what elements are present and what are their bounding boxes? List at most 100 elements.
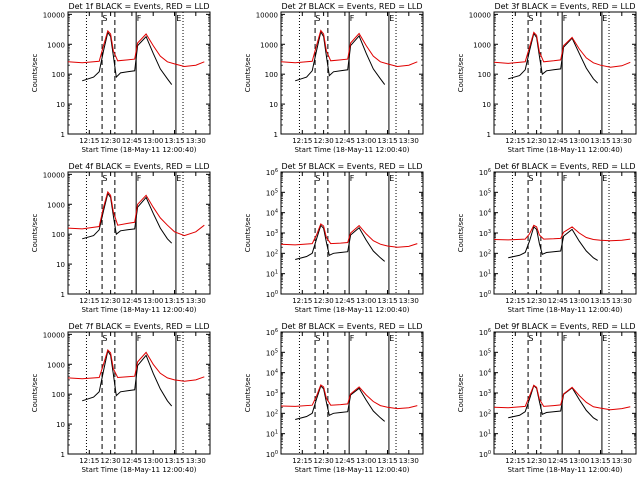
region-label: E <box>389 14 394 23</box>
chart-panel: Det 9f BLACK = Events, RED = LLD 100 101 10… <box>457 322 637 474</box>
plot-frame <box>493 171 637 295</box>
y-tick-label: 100 <box>479 290 491 299</box>
region-label: E <box>602 174 607 183</box>
region-label: E <box>176 14 181 23</box>
y-tick-label: 105 <box>266 348 278 357</box>
x-tick-label: 13:30 <box>399 137 419 145</box>
x-axis-label: Start Time (18-May-11 12:00:40) <box>507 146 622 154</box>
y-tick-label: 104 <box>266 369 278 378</box>
region-label: E <box>389 334 394 343</box>
region-label: S <box>528 334 533 343</box>
y-tick-label: 101 <box>479 430 491 439</box>
x-tick-label: 13:15 <box>590 457 610 465</box>
chart-title: Det 4f BLACK = Events, RED = LLD <box>68 162 209 171</box>
region-label: F <box>563 334 568 343</box>
y-tick-label: 105 <box>266 188 278 197</box>
x-tick-label: 13:30 <box>399 457 419 465</box>
x-tick-label: 13:00 <box>143 137 163 145</box>
lld-series-line <box>281 384 418 410</box>
x-tick-label: 13:30 <box>186 137 206 145</box>
region-label: S <box>102 14 107 23</box>
y-tick-label: 105 <box>479 188 491 197</box>
y-axis-label: Counts/sec <box>244 54 252 93</box>
y-tick-label: 106 <box>266 168 278 177</box>
x-tick-label: 12:45 <box>548 137 568 145</box>
y-tick-label: 102 <box>266 249 278 258</box>
events-series-line <box>82 349 173 407</box>
x-tick-label: 13:00 <box>569 137 589 145</box>
y-tick-label: 106 <box>266 328 278 337</box>
chart-panel: Det 3f BLACK = Events, RED = LLD 1 10 100 10… <box>457 2 637 154</box>
y-axis-label: Counts/sec <box>31 214 39 253</box>
events-series-line <box>508 384 598 421</box>
chart-title: Det 7f BLACK = Events, RED = LLD <box>68 322 209 331</box>
region-label: F <box>563 14 568 23</box>
chart-title: Det 1f BLACK = Events, RED = LLD <box>68 2 209 11</box>
region-label: S <box>528 14 533 23</box>
x-tick-label: 13:00 <box>569 457 589 465</box>
y-tick-label: 101 <box>479 270 491 279</box>
chart-title: Det 6f BLACK = Events, RED = LLD <box>494 162 635 171</box>
x-tick-label: 13:30 <box>612 137 632 145</box>
y-tick-label: 10 <box>482 101 491 109</box>
chart-panel: Det 7f BLACK = Events, RED = LLD 1 10 100 10… <box>31 322 211 474</box>
x-axis-label: Start Time (18-May-11 12:00:40) <box>507 306 622 314</box>
y-tick-label: 100 <box>266 450 278 459</box>
y-tick-label: 1 <box>487 131 491 139</box>
plot-frame <box>67 331 211 455</box>
plot-frame <box>280 11 424 135</box>
y-tick-label: 102 <box>266 409 278 418</box>
x-tick-label: 12:15 <box>79 457 99 465</box>
y-tick-label: 10000 <box>256 11 278 19</box>
x-tick-label: 13:00 <box>356 137 376 145</box>
y-tick-label: 100 <box>478 71 491 79</box>
chart-panel: Det 6f BLACK = Events, RED = LLD 100 101 10… <box>457 162 637 314</box>
series-group <box>68 29 205 85</box>
x-tick-label: 13:15 <box>164 297 184 305</box>
y-tick-label: 100 <box>479 450 491 459</box>
chart-panel: Det 1f BLACK = Events, RED = LLD 1 10 100 10… <box>31 2 211 154</box>
x-tick-label: 12:45 <box>548 297 568 305</box>
lld-series-line <box>494 384 631 411</box>
y-tick-label: 106 <box>479 328 491 337</box>
x-tick-label: 12:15 <box>79 297 99 305</box>
x-tick-label: 12:15 <box>292 457 312 465</box>
lld-series-line <box>68 190 205 237</box>
y-tick-label: 10 <box>56 261 65 269</box>
y-tick-label: 10 <box>269 101 278 109</box>
plot-frame <box>493 11 637 135</box>
series-group <box>281 29 418 85</box>
events-series-line <box>295 224 386 262</box>
lld-series-line <box>494 224 631 242</box>
y-tick-label: 103 <box>479 389 491 398</box>
series-group <box>494 384 631 421</box>
x-tick-label: 12:30 <box>314 297 334 305</box>
y-tick-label: 1 <box>61 291 65 299</box>
x-tick-label: 12:30 <box>101 137 121 145</box>
x-tick-label: 12:30 <box>314 137 334 145</box>
y-tick-label: 101 <box>266 430 278 439</box>
y-tick-label: 10000 <box>43 11 65 19</box>
y-axis-label: Counts/sec <box>244 374 252 413</box>
series-group <box>281 223 418 262</box>
y-tick-label: 1 <box>61 451 65 459</box>
plot-frame <box>280 171 424 295</box>
y-axis-label: Counts/sec <box>31 374 39 413</box>
x-tick-label: 12:30 <box>314 457 334 465</box>
events-series-line <box>295 385 386 422</box>
lld-series-line <box>68 29 205 68</box>
x-axis-label: Start Time (18-May-11 12:00:40) <box>294 146 409 154</box>
y-tick-label: 1 <box>274 131 278 139</box>
region-label: E <box>176 334 181 343</box>
x-axis-label: Start Time (18-May-11 12:00:40) <box>294 306 409 314</box>
region-label: F <box>563 174 568 183</box>
plot-frame <box>67 11 211 135</box>
y-tick-label: 100 <box>52 71 65 79</box>
x-tick-label: 12:45 <box>122 457 142 465</box>
y-tick-label: 105 <box>479 348 491 357</box>
x-tick-label: 12:30 <box>527 137 547 145</box>
chart-title: Det 5f BLACK = Events, RED = LLD <box>281 162 422 171</box>
x-tick-label: 12:45 <box>335 457 355 465</box>
lld-series-line <box>281 223 418 248</box>
y-tick-label: 104 <box>479 209 491 218</box>
